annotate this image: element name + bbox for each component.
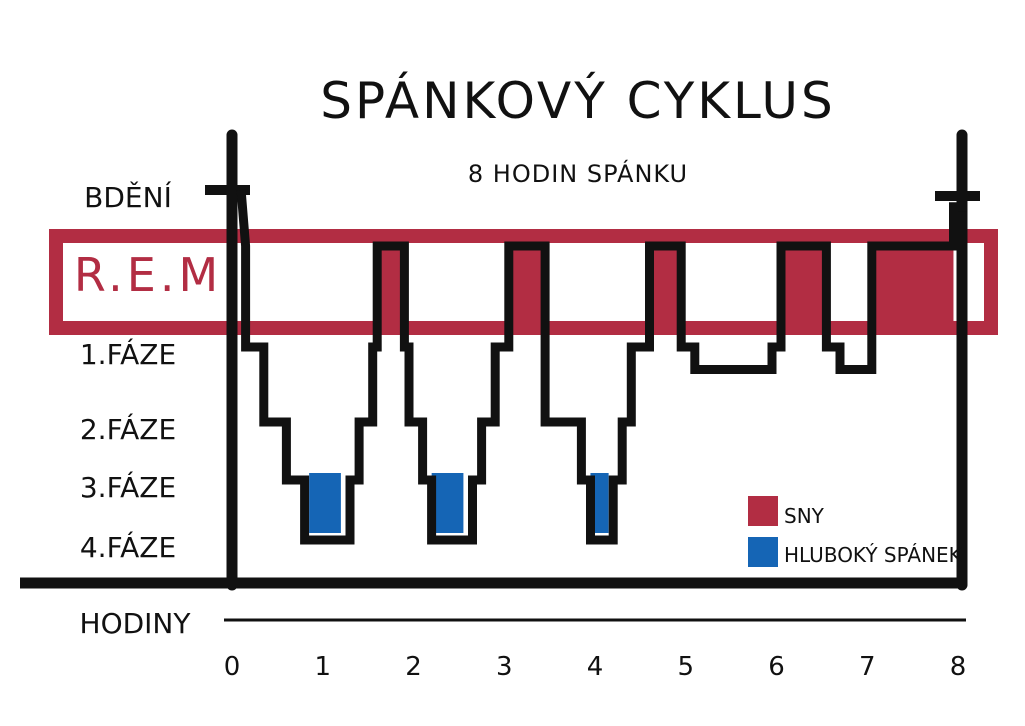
y-label-rem: R.E.M [74,248,222,302]
x-tick-6: 6 [768,652,785,682]
x-tick-4: 4 [587,652,604,682]
rem-block-1 [377,246,405,321]
x-tick-2: 2 [405,652,422,682]
deep-sleep-block-2 [431,473,464,533]
x-tick-8: 8 [950,652,967,682]
x-tick-7: 7 [859,652,876,682]
x-tick-1: 1 [314,652,331,682]
hypnogram-line [236,189,967,545]
y-label-level-5: 4.FÁZE [80,530,176,564]
legend-swatch-dreams [748,496,778,526]
legend: SNY HLUBOKÝ SPÁNEK [748,496,963,567]
y-label-level-3: 2.FÁZE [80,412,176,446]
chart-title: SPÁNKOVÝ CYKLUS [320,71,836,130]
legend-swatch-deep-sleep [748,537,778,567]
rem-band-frame [49,229,998,335]
rem-block-3 [649,246,682,321]
deep-sleep-block-1 [309,473,341,533]
y-label-level-2: 1.FÁZE [80,337,176,371]
rem-block-2 [508,246,546,321]
plot-layer [20,129,998,622]
y-axis-labels: BDĚNÍ R.E.M 1.FÁZE 2.FÁZE 3.FÁZE 4.FÁZE [74,180,222,564]
y-label-level-0: BDĚNÍ [84,180,172,214]
rem-block-4 [781,246,827,321]
chart-subtitle: 8 HODIN SPÁNKU [468,159,688,188]
rem-block-5 [871,246,954,321]
x-axis-label: HODINY [80,607,192,640]
x-axis-tick-labels: 0 1 2 3 4 5 6 7 8 [224,652,967,682]
x-tick-0: 0 [224,652,241,682]
x-tick-5: 5 [677,652,694,682]
legend-label-dreams: SNY [784,504,825,528]
y-label-level-4: 3.FÁZE [80,470,176,504]
x-tick-3: 3 [496,652,513,682]
legend-label-deep-sleep: HLUBOKÝ SPÁNEK [784,543,963,567]
